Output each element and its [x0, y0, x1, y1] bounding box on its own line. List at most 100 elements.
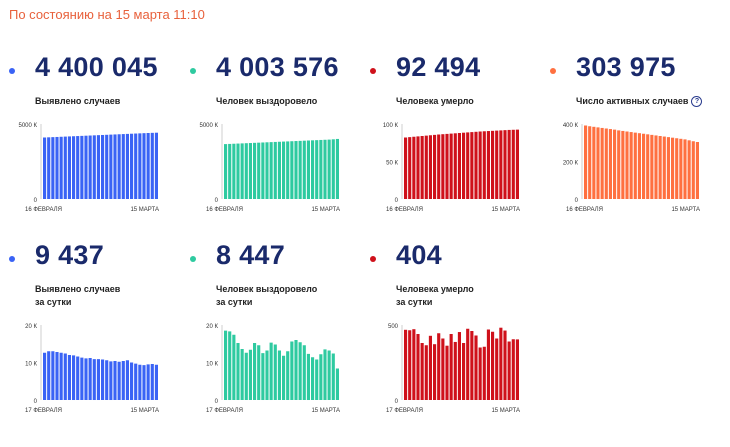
bar [244, 352, 248, 400]
bar [327, 350, 331, 400]
bar [248, 143, 252, 199]
bar [125, 133, 129, 199]
bar [416, 334, 420, 400]
bar [306, 140, 310, 199]
x-start-label: 17 ФЕВРАЛЯ [386, 408, 423, 414]
bar [130, 362, 134, 400]
bar [491, 331, 495, 400]
stat-label: Человека умерло [396, 95, 474, 108]
bar [315, 140, 319, 199]
bar [117, 361, 121, 400]
bar [478, 347, 482, 400]
bar [294, 141, 298, 199]
bar-chart: 100 К 50 К 0 16 ФЕВРАЛЯ 15 МАРТА [383, 123, 520, 213]
bar [43, 352, 47, 400]
bar [433, 134, 437, 200]
bar [96, 359, 100, 401]
bar [499, 130, 503, 200]
bar [294, 340, 298, 400]
bar [80, 135, 84, 199]
bar [282, 141, 286, 199]
bar [323, 349, 327, 401]
stat-label: Человек выздоровело [216, 95, 317, 108]
stat-label-line1: Человека умерло [396, 96, 474, 106]
x-start-label: 16 ФЕВРАЛЯ [386, 207, 423, 213]
bar [121, 361, 125, 400]
bar [298, 140, 302, 199]
bar [507, 341, 511, 400]
bar [515, 129, 519, 200]
bar [466, 328, 470, 400]
bar [683, 139, 687, 200]
bar [412, 136, 416, 199]
bar [228, 331, 232, 401]
stat-value: 4 400 045 [35, 52, 158, 82]
bar [675, 138, 679, 199]
stat-label: Человек выздоровело за сутки [216, 283, 317, 309]
bar [445, 345, 449, 400]
bar [441, 338, 445, 400]
bar [302, 140, 306, 199]
bar [55, 352, 59, 400]
bar [134, 133, 138, 199]
stat-label: Выявлено случаев [35, 95, 120, 108]
series-dot [370, 68, 376, 74]
stat-label-line2: за сутки [35, 297, 72, 307]
bar [428, 335, 432, 400]
y-tick-label: 10 К [206, 362, 218, 368]
bar [600, 127, 604, 199]
y-tick-label: 20 К [25, 324, 37, 330]
bar [76, 136, 80, 199]
bar [453, 341, 457, 400]
stat-label-line1: Человека умерло [396, 284, 474, 294]
series-dot [9, 68, 15, 74]
bar [470, 132, 474, 199]
bar [72, 136, 76, 199]
bar [261, 142, 265, 199]
bar [154, 132, 158, 199]
bar [257, 345, 261, 400]
bar [691, 141, 695, 199]
bar [604, 128, 608, 199]
bar [273, 141, 277, 199]
bar [412, 329, 416, 400]
stat-value: 303 975 [576, 52, 676, 82]
bar [84, 358, 88, 400]
y-tick-label: 0 [34, 399, 38, 405]
bar [84, 135, 88, 199]
bar [646, 134, 650, 199]
bar [437, 333, 441, 400]
bar [67, 136, 71, 199]
bar [642, 133, 646, 199]
bar [449, 334, 453, 400]
x-end-label: 15 МАРТА [491, 207, 520, 213]
bar [323, 139, 327, 199]
bar [424, 135, 428, 200]
bar [138, 133, 142, 199]
bar [457, 332, 461, 400]
y-tick-label: 0 [395, 198, 399, 204]
bar [253, 142, 257, 199]
bar [658, 136, 662, 199]
bar [462, 343, 466, 400]
bar [92, 359, 96, 401]
bar [121, 134, 125, 199]
bar [511, 129, 515, 199]
y-tick-label: 100 К [383, 123, 399, 129]
bar [105, 134, 109, 199]
series-dot [550, 68, 556, 74]
series-dot [190, 256, 196, 262]
bar [257, 142, 261, 199]
bar [428, 135, 432, 199]
bar [265, 142, 269, 199]
bar [437, 134, 441, 199]
stat-label: Выявлено случаев за сутки [35, 283, 120, 309]
question-circle-icon[interactable]: ? [691, 96, 703, 107]
x-end-label: 15 МАРТА [130, 408, 159, 414]
stat-value: 9 437 [35, 240, 105, 270]
bar [253, 343, 257, 400]
x-end-label: 15 МАРТА [130, 207, 159, 213]
bar [286, 351, 290, 400]
bar [224, 330, 228, 401]
bar [319, 139, 323, 199]
